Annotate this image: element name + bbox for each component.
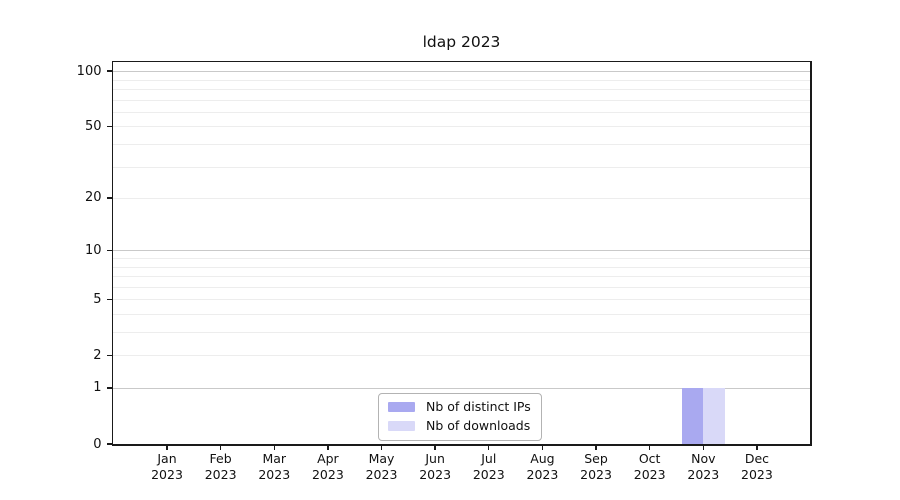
y-tick-label: 2 [93, 347, 102, 363]
x-tick-mark [756, 444, 758, 450]
minor-gridline [113, 257, 810, 259]
minor-gridline [113, 198, 810, 199]
right-spine [810, 60, 812, 446]
top-spine [112, 60, 811, 63]
legend-entry-downloads: Nb of downloads [388, 419, 531, 433]
major-gridline [113, 250, 810, 252]
x-tick-year: 2023 [365, 467, 398, 482]
x-tick-label: Dec 2023 [725, 451, 789, 483]
minor-gridline [113, 286, 810, 288]
major-gridline [113, 71, 810, 73]
x-tick-label: Mar 2023 [242, 451, 306, 483]
y-tick-mark [106, 387, 112, 389]
x-tick-year: 2023 [258, 467, 291, 482]
y-tick-mark [106, 125, 112, 127]
x-tick-year: 2023 [580, 467, 612, 482]
x-tick-label: Jun 2023 [403, 451, 467, 483]
x-tick-mark [648, 444, 651, 450]
x-tick-mark [273, 444, 275, 450]
y-tick-mark [106, 197, 112, 199]
minor-gridline [113, 143, 810, 145]
x-tick-year: 2023 [472, 467, 505, 482]
y-tick-label: 5 [93, 291, 102, 307]
x-tick-mark [595, 444, 597, 450]
x-tick-mark [434, 444, 436, 450]
bar-distinct-ips [681, 388, 704, 444]
x-tick-year: 2023 [151, 467, 183, 482]
y-tick-mark [106, 249, 112, 251]
legend-label: Nb of downloads [426, 418, 531, 433]
bottom-spine [112, 444, 811, 446]
left-spine [111, 60, 114, 446]
x-tick-year: 2023 [741, 467, 773, 482]
y-tick-mark [106, 354, 112, 356]
y-tick-label: 100 [76, 63, 102, 79]
minor-gridline [113, 332, 810, 333]
chart-title: ldap 2023 [422, 33, 501, 51]
legend-swatch-downloads [388, 421, 415, 431]
minor-gridline [113, 166, 810, 168]
y-tick-label: 0 [93, 436, 102, 452]
x-tick-year: 2023 [419, 467, 452, 482]
plot-area [111, 60, 812, 446]
y-tick-mark [106, 298, 112, 300]
x-tick-mark [702, 444, 704, 450]
minor-gridline [113, 111, 810, 113]
minor-gridline [113, 88, 810, 90]
x-tick-label: Nov 2023 [671, 451, 735, 483]
x-tick-label: Aug 2023 [510, 451, 574, 483]
y-tick-label: 20 [84, 190, 102, 206]
x-tick-mark [219, 444, 222, 450]
minor-gridline [113, 276, 810, 277]
x-tick-label: Apr 2023 [296, 451, 360, 483]
x-tick-mark [488, 444, 490, 450]
bar-downloads [703, 388, 725, 444]
major-gridline [113, 388, 810, 389]
x-tick-mark [380, 444, 383, 450]
minor-gridline [113, 299, 810, 301]
x-tick-label: Jul 2023 [457, 451, 521, 483]
y-tick-label: 10 [84, 242, 102, 258]
legend: Nb of distinct IPs Nb of downloads [378, 393, 542, 441]
x-tick-mark [166, 444, 168, 450]
x-tick-label: Oct 2023 [618, 451, 682, 483]
x-tick-mark [327, 444, 329, 450]
minor-gridline [113, 126, 810, 128]
y-tick-mark [106, 443, 112, 445]
legend-swatch-distinct-ips [388, 402, 415, 412]
minor-gridline [113, 99, 810, 101]
x-tick-label: May 2023 [350, 451, 414, 483]
legend-entry-distinct-ips: Nb of distinct IPs [388, 400, 531, 414]
x-tick-year: 2023 [526, 467, 559, 482]
x-tick-year: 2023 [633, 467, 666, 482]
legend-label: Nb of distinct IPs [426, 399, 531, 414]
y-tick-label: 1 [93, 380, 102, 396]
minor-gridline [113, 355, 810, 357]
x-tick-label: Sep 2023 [564, 451, 628, 483]
x-tick-label: Feb 2023 [189, 451, 253, 483]
x-tick-year: 2023 [204, 467, 237, 482]
x-tick-label: Jan 2023 [135, 451, 199, 483]
minor-gridline [113, 266, 810, 268]
minor-gridline [113, 79, 810, 81]
y-tick-mark [106, 70, 112, 72]
x-tick-mark [541, 444, 544, 450]
minor-gridline [113, 313, 810, 315]
x-tick-year: 2023 [687, 467, 720, 482]
x-tick-year: 2023 [311, 467, 344, 482]
y-tick-label: 50 [84, 118, 102, 134]
